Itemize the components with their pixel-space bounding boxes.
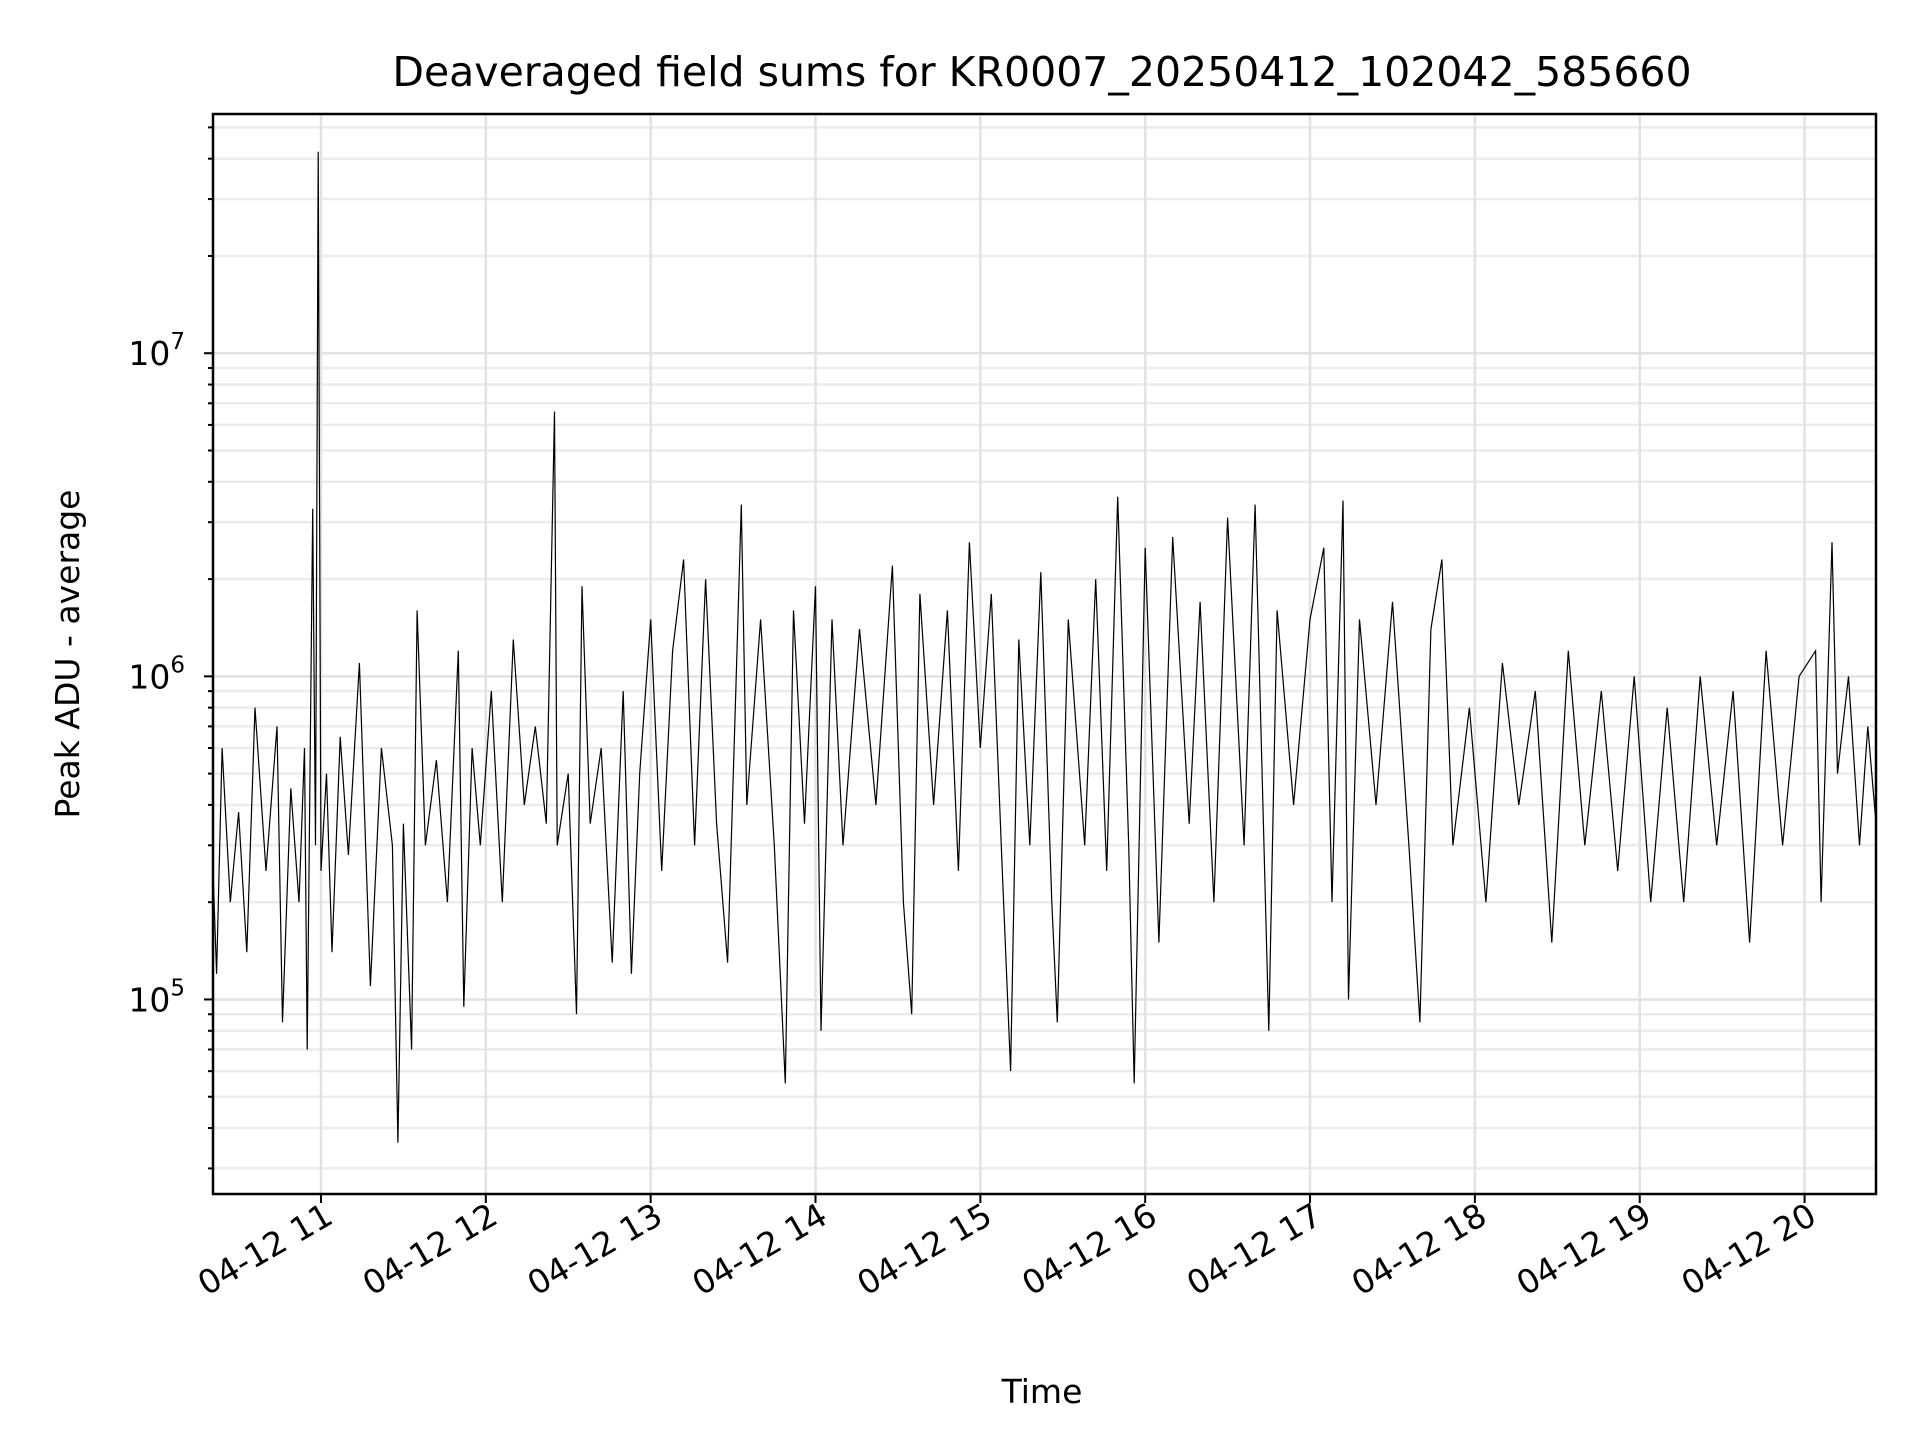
y-tick-label: 106 [128,652,185,696]
x-axis-label: Time [1001,1372,1083,1411]
y-axis-label: Peak ADU - average [48,490,87,819]
axes-frame [211,112,1878,1196]
major-gridlines [213,114,1876,1194]
y-tick-label: 107 [128,329,185,373]
y-axis-ticks: 105 106 107 [128,126,213,1170]
chart-title: Deaveraged field sums for KR0007_2025041… [392,48,1691,96]
series-line [212,151,1877,1143]
y-tick-label: 105 [128,975,185,1019]
